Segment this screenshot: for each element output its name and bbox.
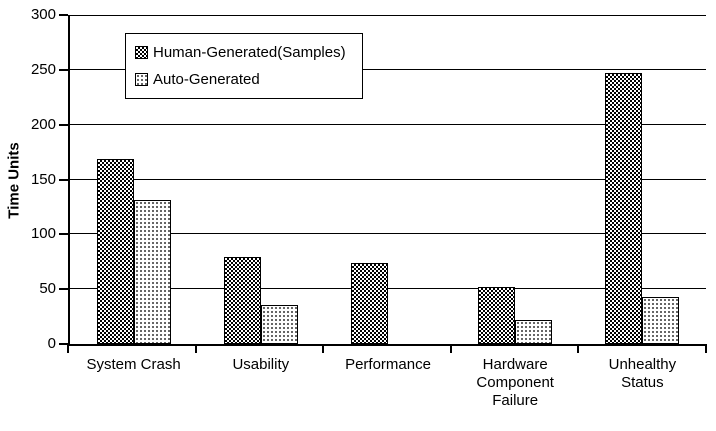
gridline-50 [70, 288, 706, 290]
y-axis-tick-50 [59, 288, 68, 291]
legend-item-auto-generated: Auto-Generated [135, 71, 362, 88]
y-tick-label-250: 250 [30, 60, 56, 78]
bar-human-generated-samples-system-crash [96, 158, 134, 344]
y-tick-label-200: 200 [30, 115, 56, 133]
y-axis-tick-300 [59, 14, 68, 16]
bar-human-generated-samples-hardware-component-failure [478, 286, 516, 344]
x-category-label-hardware-component-failure: Hardware Component Failure [476, 356, 554, 409]
x-axis-tick-0 [67, 344, 69, 353]
x-category-label-unhealthy-status: Unhealthy Status [608, 356, 677, 391]
bar-human-generated-samples-unhealthy-status [605, 73, 643, 344]
x-axis-tick-5 [705, 344, 707, 353]
bar-human-generated-samples-usability [223, 257, 261, 344]
legend-swatch-light-pattern-icon [135, 73, 148, 86]
plot-area [68, 15, 706, 346]
y-axis-tick-0 [59, 343, 68, 345]
gridline-200 [70, 123, 706, 125]
bar-auto-generated-hardware-component-failure [515, 319, 553, 344]
x-category-label-usability: Usability [232, 356, 290, 373]
y-axis-tick-200 [59, 123, 68, 126]
legend-swatch-dark-pattern-icon [135, 46, 148, 59]
y-axis-tick-250 [59, 68, 68, 71]
y-tick-label-50: 50 [39, 280, 56, 298]
y-tick-label-300: 300 [30, 6, 56, 23]
x-axis-tick-3 [449, 344, 452, 353]
x-axis-tick-2 [322, 344, 325, 353]
x-axis-tick-1 [194, 344, 197, 353]
x-category-label-performance: Performance [345, 356, 431, 373]
x-axis-tick-4 [577, 344, 580, 353]
legend-label-human-generated: Human-Generated(Samples) [153, 44, 346, 61]
bar-auto-generated-unhealthy-status [642, 296, 680, 344]
gridline-300 [70, 15, 706, 16]
x-category-label-system-crash: System Crash [86, 356, 181, 373]
bar-human-generated-samples-performance [351, 262, 388, 344]
y-tick-label-100: 100 [30, 225, 56, 243]
bar-auto-generated-system-crash [133, 200, 171, 344]
y-tick-label-150: 150 [30, 170, 56, 188]
legend: Human-Generated(Samples) Auto-Generated [125, 33, 363, 99]
y-axis-tick-150 [59, 178, 68, 181]
y-tick-label-0: 0 [47, 335, 56, 352]
y-axis-tick-100 [59, 233, 68, 236]
bar-auto-generated-usability [260, 304, 298, 344]
gridline-250 [70, 68, 706, 70]
gridline-150 [70, 178, 706, 180]
legend-label-auto-generated: Auto-Generated [153, 71, 260, 88]
legend-item-human-generated: Human-Generated(Samples) [135, 44, 362, 61]
gridline-100 [70, 233, 706, 235]
